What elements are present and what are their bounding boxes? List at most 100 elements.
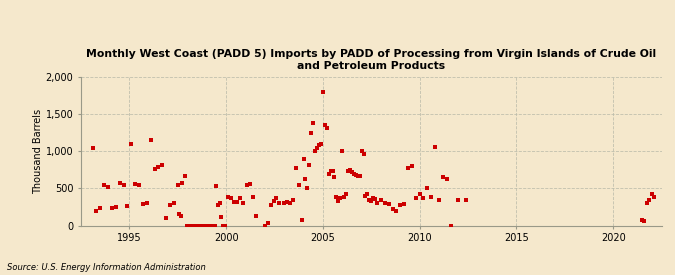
Point [368,196,379,200]
Point [375,197,386,202]
Point [114,181,125,185]
Point [217,223,228,228]
Text: Source: U.S. Energy Information Administration: Source: U.S. Energy Information Administ… [7,263,205,272]
Point [335,196,346,200]
Point [441,177,452,182]
Point [437,175,448,180]
Point [200,223,211,228]
Point [319,123,330,128]
Point [372,201,383,205]
Point [111,205,122,209]
Point [271,196,282,200]
Point [173,212,184,217]
Point [195,223,206,228]
Point [430,145,441,149]
Point [215,201,225,205]
Point [379,201,390,205]
Point [366,199,377,203]
Point [433,197,444,202]
Point [643,197,654,202]
Point [208,223,219,228]
Point [263,220,273,225]
Point [245,182,256,186]
Point [426,195,437,199]
Point [333,199,344,203]
Point [99,183,109,187]
Point [153,165,164,169]
Point [172,183,183,188]
Point [306,131,317,135]
Point [161,216,171,220]
Point [288,197,298,202]
Point [138,202,148,206]
Point [341,192,352,197]
Point [414,192,425,197]
Point [198,223,209,228]
Point [250,214,261,218]
Point [329,175,340,180]
Point [362,192,373,197]
Point [350,173,361,177]
Point [268,199,279,203]
Point [323,171,334,176]
Point [308,121,319,125]
Point [193,223,204,228]
Point [317,90,328,94]
Point [360,194,371,198]
Y-axis label: Thousand Barrels: Thousand Barrels [33,109,43,194]
Point [207,223,217,228]
Point [223,194,234,199]
Point [315,142,326,146]
Point [130,182,140,186]
Point [205,223,215,228]
Point [134,183,144,188]
Point [187,223,198,228]
Point [186,223,196,228]
Title: Monthly West Coast (PADD 5) Imports by PADD of Processing from Virgin Islands of: Monthly West Coast (PADD 5) Imports by P… [86,49,656,71]
Point [352,174,363,179]
Point [211,184,222,188]
Point [343,169,354,174]
Point [460,197,471,202]
Point [265,202,276,207]
Point [145,138,156,142]
Point [339,194,350,199]
Point [95,206,106,211]
Point [325,168,336,173]
Point [248,194,259,199]
Point [281,200,292,205]
Point [293,183,304,187]
Point [300,177,311,181]
Point [165,202,176,207]
Point [647,192,657,197]
Point [237,201,248,205]
Point [637,217,647,222]
Point [201,223,212,228]
Point [274,201,285,205]
Point [446,223,456,228]
Point [354,174,365,178]
Point [296,217,307,222]
Point [219,223,230,228]
Point [348,171,359,176]
Point [304,163,315,167]
Point [190,223,201,228]
Point [203,223,214,228]
Point [383,202,394,206]
Point [126,142,137,146]
Point [216,214,227,219]
Point [358,152,369,156]
Point [192,223,202,228]
Point [188,223,199,228]
Point [391,208,402,213]
Point [141,201,152,205]
Point [169,201,180,205]
Point [290,165,301,170]
Point [395,202,406,207]
Point [356,149,367,153]
Point [387,207,398,211]
Point [228,200,239,205]
Point [157,163,167,167]
Point [310,149,321,153]
Point [242,183,253,187]
